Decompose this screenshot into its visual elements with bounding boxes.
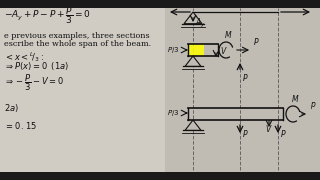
Text: $P$: $P$ xyxy=(280,128,287,139)
Text: $V$: $V$ xyxy=(265,123,273,134)
Text: $A_y$: $A_y$ xyxy=(195,17,206,30)
Text: $V$: $V$ xyxy=(220,44,228,55)
Text: $P$: $P$ xyxy=(242,128,249,139)
Text: e previous examples, three sections: e previous examples, three sections xyxy=(4,32,150,40)
Bar xyxy=(0,8,165,172)
Text: $-A_y + P - P + \dfrac{P}{3} = 0$: $-A_y + P - P + \dfrac{P}{3} = 0$ xyxy=(4,5,91,26)
Text: $= 0\,.15$: $= 0\,.15$ xyxy=(4,120,37,131)
Text: $P/3$: $P/3$ xyxy=(167,108,180,118)
Bar xyxy=(165,8,320,172)
Text: $p$: $p$ xyxy=(310,100,316,111)
Text: $M$: $M$ xyxy=(224,29,232,40)
Text: $M$: $M$ xyxy=(291,93,300,104)
Polygon shape xyxy=(185,56,201,66)
Text: $P$: $P$ xyxy=(242,72,249,83)
Text: $\Rightarrow P(x) = 0 \;\; (1a)$: $\Rightarrow P(x) = 0 \;\; (1a)$ xyxy=(4,60,69,72)
Bar xyxy=(0,172,320,180)
Polygon shape xyxy=(185,120,201,130)
Text: $2a)$: $2a)$ xyxy=(4,102,19,114)
Bar xyxy=(188,44,204,56)
Bar xyxy=(0,0,320,8)
Text: $\Rightarrow -\dfrac{P}{3} - V = 0$: $\Rightarrow -\dfrac{P}{3} - V = 0$ xyxy=(4,72,64,93)
Text: escribe the whole span of the beam.: escribe the whole span of the beam. xyxy=(4,40,151,48)
Polygon shape xyxy=(184,12,202,24)
Text: $< x < {}^{L}\!/_{3}:$: $< x < {}^{L}\!/_{3}:$ xyxy=(4,50,44,64)
Text: $P$: $P$ xyxy=(253,36,260,47)
Text: $P/3$: $P/3$ xyxy=(167,45,180,55)
